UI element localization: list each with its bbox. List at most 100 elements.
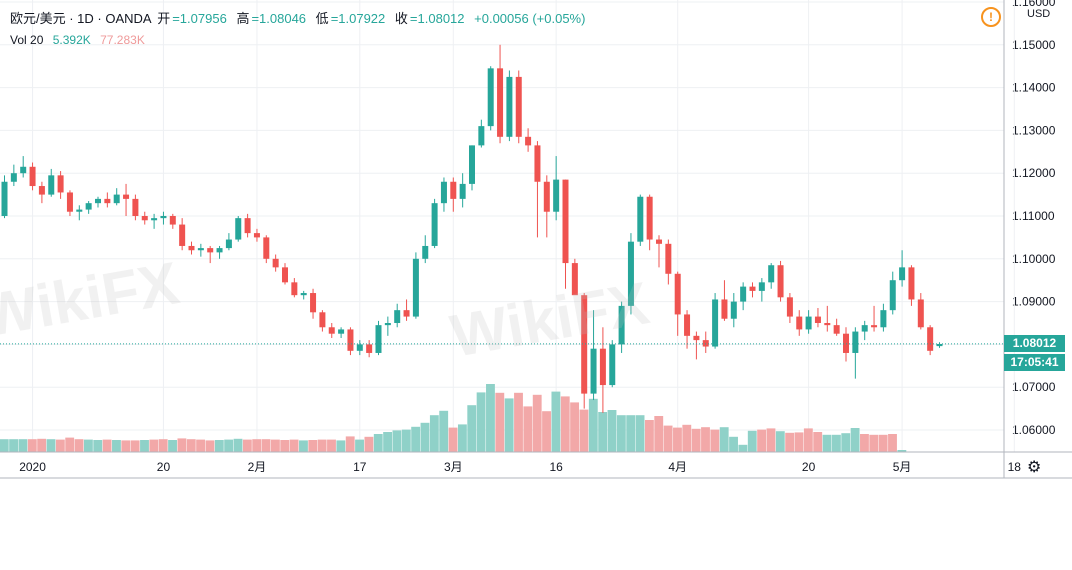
candle-body[interactable] xyxy=(282,267,288,283)
candle-body[interactable] xyxy=(469,145,475,184)
candle-body[interactable] xyxy=(431,203,438,246)
candle-body[interactable] xyxy=(599,348,606,386)
candle-body[interactable] xyxy=(749,286,756,291)
candle-body[interactable] xyxy=(347,329,354,351)
candle-body[interactable] xyxy=(543,181,550,212)
candle-body[interactable] xyxy=(197,248,204,251)
candle-body[interactable] xyxy=(478,126,485,146)
candle-body[interactable] xyxy=(871,325,878,328)
candle-body[interactable] xyxy=(394,310,401,323)
candle-body[interactable] xyxy=(777,265,784,298)
candle-body[interactable] xyxy=(20,166,27,174)
candle-body[interactable] xyxy=(852,331,859,353)
candle-body[interactable] xyxy=(375,325,382,353)
candle-body[interactable] xyxy=(571,263,578,296)
candle-body[interactable] xyxy=(412,258,419,317)
candle-body[interactable] xyxy=(244,218,251,234)
candle-body[interactable] xyxy=(627,241,634,306)
candle-body[interactable] xyxy=(758,282,765,291)
candle-body[interactable] xyxy=(10,173,17,182)
symbol-title[interactable]: 欧元/美元 · 1D · OANDA xyxy=(10,11,152,26)
candle-body[interactable] xyxy=(225,239,232,249)
candle-body[interactable] xyxy=(328,327,335,334)
candle-body[interactable] xyxy=(440,181,447,204)
candle-body[interactable] xyxy=(57,175,64,193)
candle-body[interactable] xyxy=(861,325,868,332)
candle-body[interactable] xyxy=(814,316,821,323)
candle-body[interactable] xyxy=(702,340,709,347)
candle-body[interactable] xyxy=(450,181,457,199)
candle-body[interactable] xyxy=(123,194,130,199)
candle-body[interactable] xyxy=(917,299,924,328)
candle-body[interactable] xyxy=(151,218,158,221)
candle-body[interactable] xyxy=(95,198,101,204)
candle-body[interactable] xyxy=(113,194,120,204)
candle-body[interactable] xyxy=(497,68,504,137)
candlestick-chart[interactable]: 1.060001.070001.080001.090001.100001.110… xyxy=(0,0,1072,480)
candle-body[interactable] xyxy=(534,145,541,182)
candle-body[interactable] xyxy=(384,323,391,326)
candle-body[interactable] xyxy=(216,248,223,253)
settings-gear-icon[interactable]: ⚙ xyxy=(1027,459,1042,476)
candle-body[interactable] xyxy=(899,267,906,281)
candle-body[interactable] xyxy=(684,314,691,336)
candle-body[interactable] xyxy=(66,192,73,212)
candle-body[interactable] xyxy=(338,329,345,334)
candle-body[interactable] xyxy=(880,310,887,328)
candle-body[interactable] xyxy=(740,286,747,302)
candle-body[interactable] xyxy=(459,183,466,199)
candle-body[interactable] xyxy=(609,344,616,386)
candle-body[interactable] xyxy=(169,216,176,225)
candle-body[interactable] xyxy=(712,299,719,347)
candle-body[interactable] xyxy=(48,175,55,195)
candle-body[interactable] xyxy=(104,198,111,204)
candle-body[interactable] xyxy=(693,335,700,341)
candle-body[interactable] xyxy=(889,280,896,311)
candle-body[interactable] xyxy=(805,316,812,330)
candle-body[interactable] xyxy=(843,333,849,353)
candle-body[interactable] xyxy=(300,293,307,296)
candle-body[interactable] xyxy=(207,248,214,253)
candle-body[interactable] xyxy=(525,136,532,146)
candle-body[interactable] xyxy=(356,344,363,351)
candle-body[interactable] xyxy=(786,297,793,317)
volume-label[interactable]: Vol 20 xyxy=(10,33,44,47)
alert-icon[interactable]: ! xyxy=(981,7,1001,27)
candle-body[interactable] xyxy=(674,273,681,315)
candle-body[interactable] xyxy=(908,267,915,300)
candle-body[interactable] xyxy=(291,282,298,296)
candle-body[interactable] xyxy=(506,76,513,137)
candle-body[interactable] xyxy=(768,265,775,283)
candle-body[interactable] xyxy=(833,325,840,334)
candle-body[interactable] xyxy=(38,186,45,195)
candle-body[interactable] xyxy=(730,301,737,319)
candle-body[interactable] xyxy=(618,305,625,345)
candle-body[interactable] xyxy=(487,68,494,127)
candle-body[interactable] xyxy=(272,258,279,268)
candle-body[interactable] xyxy=(637,196,644,242)
candle-body[interactable] xyxy=(132,198,139,216)
candle-body[interactable] xyxy=(1,181,8,216)
candle-body[interactable] xyxy=(936,343,943,347)
candle-body[interactable] xyxy=(403,310,410,317)
candle-body[interactable] xyxy=(656,239,662,244)
candle-body[interactable] xyxy=(310,293,317,313)
candle-body[interactable] xyxy=(235,218,242,240)
candle-body[interactable] xyxy=(646,196,653,240)
candle-body[interactable] xyxy=(319,312,326,328)
candle-body[interactable] xyxy=(721,299,728,319)
candle-body[interactable] xyxy=(366,344,373,353)
candle-body[interactable] xyxy=(160,216,167,219)
candle-body[interactable] xyxy=(141,216,148,221)
chart-panel[interactable]: 1.060001.070001.080001.090001.100001.110… xyxy=(0,0,1072,480)
candle-body[interactable] xyxy=(76,209,83,212)
candle-body[interactable] xyxy=(188,245,195,251)
candle-body[interactable] xyxy=(422,245,429,259)
candle-body[interactable] xyxy=(85,203,92,210)
candle-body[interactable] xyxy=(553,179,560,212)
candle-body[interactable] xyxy=(29,166,36,187)
candle-body[interactable] xyxy=(253,233,260,238)
candle-body[interactable] xyxy=(590,348,597,394)
candle-body[interactable] xyxy=(581,295,588,394)
candle-body[interactable] xyxy=(263,237,270,259)
